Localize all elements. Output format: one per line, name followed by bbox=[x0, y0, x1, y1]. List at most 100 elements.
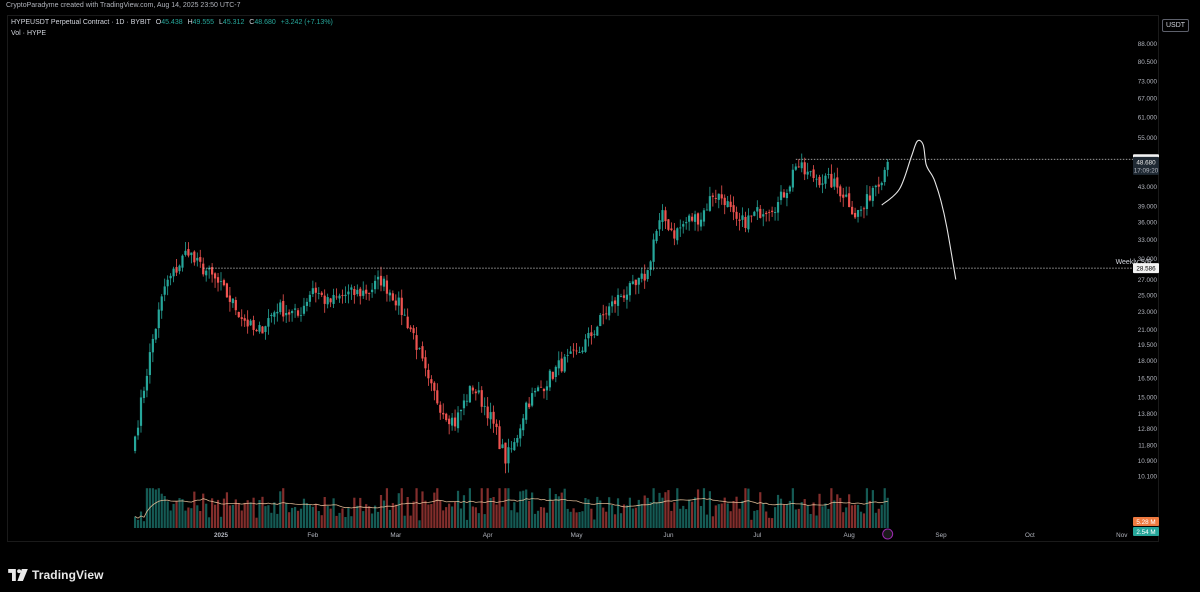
volume-bar bbox=[682, 505, 685, 528]
candle-body bbox=[815, 178, 818, 180]
candle-body bbox=[213, 273, 217, 279]
currency-button[interactable]: USDT bbox=[1162, 19, 1189, 32]
candle-body bbox=[267, 318, 270, 327]
volume-bar bbox=[531, 492, 534, 528]
volume-bar bbox=[794, 509, 797, 528]
volume-bar bbox=[296, 510, 300, 528]
volume-bar bbox=[729, 511, 732, 528]
candle-body bbox=[451, 417, 454, 426]
candle-body bbox=[688, 215, 691, 222]
volume-bar bbox=[249, 502, 252, 528]
volume-bar bbox=[193, 491, 196, 528]
volume-bar bbox=[741, 500, 744, 528]
ohlc-low-value: 45.312 bbox=[222, 19, 245, 26]
volume-bar bbox=[788, 500, 791, 528]
candle-body bbox=[542, 388, 546, 392]
volume-bar bbox=[163, 496, 166, 528]
candle-body bbox=[368, 292, 371, 294]
volume-ma bbox=[134, 498, 888, 519]
candle-body bbox=[184, 250, 187, 255]
volume-bar bbox=[693, 497, 697, 528]
volume-bar bbox=[208, 517, 211, 528]
volume-bar bbox=[679, 508, 682, 528]
volume-bar bbox=[516, 512, 519, 528]
volume-bar bbox=[477, 513, 480, 528]
price-tick-label: 43.000 bbox=[1138, 184, 1158, 191]
volume-bar bbox=[246, 500, 249, 528]
candle-body bbox=[255, 329, 258, 332]
candle-body bbox=[492, 411, 495, 424]
candle-body bbox=[480, 390, 483, 407]
candle-body bbox=[436, 390, 439, 404]
volume-bar bbox=[542, 507, 546, 528]
volume-bar bbox=[522, 490, 525, 528]
volume-bar bbox=[519, 491, 522, 528]
candle-body bbox=[773, 212, 777, 214]
volume-bar bbox=[199, 511, 202, 528]
volume-bar bbox=[415, 488, 418, 528]
candle-body bbox=[880, 182, 883, 186]
candle-body bbox=[356, 289, 359, 295]
candle-body bbox=[317, 292, 320, 294]
volume-bar bbox=[646, 497, 649, 528]
price-tick-label: 61.000 bbox=[1138, 114, 1158, 121]
volume-bar bbox=[424, 500, 427, 528]
candle-body bbox=[723, 197, 726, 206]
brand-logo-area[interactable]: TradingView bbox=[8, 567, 104, 583]
volume-bar bbox=[691, 501, 694, 528]
candle-body bbox=[830, 173, 833, 188]
price-tick-label: 27.000 bbox=[1138, 277, 1158, 284]
price-chart[interactable]: Weekly S/R 88.000 80.500 73.000 67.000 61.00… bbox=[8, 16, 1160, 543]
candle-body bbox=[833, 178, 836, 187]
candle-body bbox=[293, 308, 297, 310]
volume-bar bbox=[572, 508, 575, 528]
candle-body bbox=[548, 370, 551, 388]
candle-body bbox=[335, 296, 338, 298]
candle-body bbox=[371, 289, 374, 293]
candle-body bbox=[323, 295, 326, 304]
volume-bar bbox=[773, 507, 777, 528]
candle-body bbox=[673, 230, 676, 239]
candle-body bbox=[590, 332, 593, 337]
time-tick-label: Feb bbox=[307, 532, 318, 539]
volume-bar bbox=[738, 508, 741, 528]
volume-bar bbox=[338, 512, 341, 528]
volume-bar bbox=[593, 519, 596, 528]
volume-bar bbox=[711, 516, 714, 528]
volume-bar bbox=[504, 488, 507, 528]
candle-body bbox=[652, 239, 655, 262]
volume-bar bbox=[451, 506, 454, 528]
candle-body bbox=[613, 300, 617, 305]
volume-bar bbox=[548, 488, 551, 528]
chart-area[interactable]: Weekly S/R 88.000 80.500 73.000 67.000 61.00… bbox=[7, 15, 1159, 542]
price-levels: Weekly S/R bbox=[203, 158, 1156, 269]
candle-body bbox=[554, 366, 557, 377]
candle-body bbox=[859, 209, 863, 211]
volume-bar bbox=[806, 505, 809, 528]
candle-body bbox=[738, 219, 741, 221]
volume-bar bbox=[670, 510, 673, 528]
candle-body bbox=[139, 397, 143, 426]
candle-body bbox=[821, 183, 824, 185]
candle-body bbox=[563, 356, 566, 372]
replay-icon bbox=[882, 528, 894, 540]
volume-bar bbox=[714, 505, 717, 528]
volume-bar bbox=[160, 493, 163, 528]
candle-body bbox=[560, 358, 563, 372]
volume-bar bbox=[880, 504, 883, 528]
candle-body bbox=[314, 287, 317, 293]
candle-body bbox=[234, 300, 237, 311]
brand-name: TradingView bbox=[32, 568, 104, 582]
volume-bar bbox=[350, 516, 353, 528]
volume-bar bbox=[462, 495, 466, 528]
candle-body bbox=[231, 298, 234, 304]
candle-body bbox=[667, 219, 670, 230]
volume-bar bbox=[329, 508, 332, 528]
candle-body bbox=[285, 312, 288, 316]
volume-bar bbox=[403, 515, 406, 528]
candle-body bbox=[759, 208, 762, 218]
candle-body bbox=[344, 294, 347, 297]
candle-body bbox=[202, 263, 205, 275]
volume-bar bbox=[765, 511, 768, 528]
candle-body bbox=[886, 161, 889, 170]
